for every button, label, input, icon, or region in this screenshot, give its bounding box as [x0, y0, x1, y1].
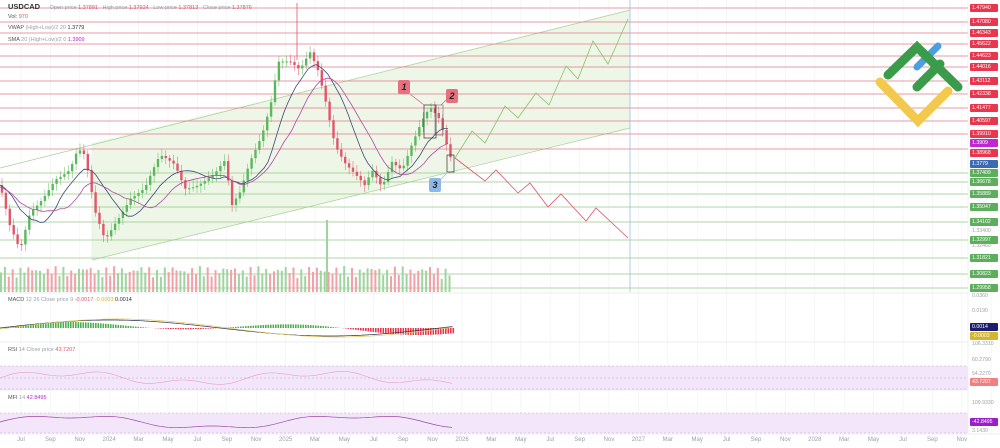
pattern-tag-2: 2 — [446, 89, 458, 103]
time-axis-label: Mar — [662, 437, 673, 443]
grid-price-label: 1.33400 — [972, 228, 991, 234]
time-axis-label: Jul — [722, 437, 731, 443]
time-axis-label: Mar — [839, 437, 850, 443]
resistance-level-tag: 1.44623 — [970, 52, 998, 60]
time-axis-label: Mar — [133, 437, 144, 443]
time-axis-label: Jul — [546, 437, 555, 443]
time-axis-label: Sep — [45, 437, 56, 443]
bearish-forecast-path — [454, 157, 629, 239]
pattern-box-2 — [434, 104, 444, 136]
support-level-tag: 1.30823 — [970, 270, 998, 278]
time-axis-label: May — [162, 437, 174, 443]
resistance-level-tag: 1.39910 — [970, 130, 998, 138]
time-axis-label: Jul — [17, 437, 25, 443]
time-axis-label: May — [867, 437, 880, 443]
support-level-tag: 1.36678 — [970, 178, 998, 186]
time-axis-label: Sep — [927, 437, 938, 443]
symbol-name: USDCAD — [8, 2, 41, 11]
time-axis-label: Nov — [780, 437, 791, 443]
pattern-tag-1: 1 — [398, 80, 410, 94]
macd-axis-label: 0.0360 — [972, 293, 988, 299]
support-level-tag: 1.35889 — [970, 190, 998, 198]
sma-price-tag: 1.3909 — [970, 139, 998, 147]
pattern-tag-3: 3 — [429, 178, 441, 192]
macd-axis-label: 0.0190 — [972, 308, 988, 314]
vwap-line — [0, 64, 448, 223]
support-level-tag: 1.29958 — [970, 284, 998, 292]
time-axis-label: 2024 — [102, 437, 116, 443]
pattern-box-3 — [446, 154, 455, 173]
resistance-level-tag: 1.43112 — [970, 77, 998, 85]
time-axis-label: May — [338, 437, 351, 443]
time-axis-label: May — [515, 437, 527, 443]
mfi-band — [0, 413, 968, 433]
support-level-tag: 1.31821 — [970, 254, 998, 262]
candlesticks — [0, 46, 452, 252]
macd-signal-tag: -0.0003 — [970, 332, 998, 340]
resistance-level-tag: 1.45622 — [970, 40, 998, 48]
mfi-value-tag: -42.8495 — [970, 418, 998, 426]
resistance-level-tag: 1.47080 — [970, 18, 998, 26]
resistance-level-tag: 1.40597 — [970, 117, 998, 125]
time-axis-label: 2026 — [455, 437, 469, 443]
time-axis-label: Jul — [193, 437, 202, 443]
macd-legend[interactable]: MACD 12 26 Close price 9 -0.0017 -0.0003… — [8, 297, 132, 303]
vwap-price-tag: 1.3779 — [970, 160, 998, 168]
time-axis-label: Sep — [574, 437, 585, 443]
time-axis-label: Nov — [74, 437, 86, 443]
support-level-tag: 1.37409 — [970, 169, 998, 177]
rsi-axis-label: 106.3310 — [972, 341, 994, 347]
mfi-legend[interactable]: MFI 14 42.8495 — [8, 395, 47, 401]
support-level-tag: 1.34102 — [970, 218, 998, 226]
ohlc-legend: USDCAD Open price 1.37891 High price 1.3… — [8, 2, 252, 12]
time-axis-label: Nov — [956, 437, 968, 443]
time-axis-label: 2028 — [808, 437, 822, 443]
resistance-level-tag: 1.42338 — [970, 90, 998, 98]
price-levels — [0, 7, 968, 289]
rsi-axis-label: 60.2790 — [972, 357, 991, 363]
broker-logo-icon — [875, 40, 963, 128]
time-axis-label: Sep — [750, 437, 762, 443]
sma-legend[interactable]: SMA 20 (High+Low)/2 0 1.3909 — [8, 37, 85, 43]
mfi-axis-label: 109.9330 — [972, 400, 994, 406]
vertical-grid — [20, 0, 992, 434]
time-axis-label: Sep — [397, 437, 409, 443]
rsi-value-tag: 43.7207 — [970, 378, 998, 386]
resistance-level-tag: 1.44016 — [970, 63, 998, 71]
rsi-legend[interactable]: RSI 14 Close price 43.7207 — [8, 347, 76, 353]
volume-bars — [0, 220, 451, 292]
resistance-level-tag: 1.46343 — [970, 29, 998, 37]
time-axis-label: Sep — [221, 437, 233, 443]
time-axis-label: Mar — [486, 437, 497, 443]
macd-histogram — [2, 322, 455, 335]
mfi-axis-label: 3.1430 — [972, 428, 988, 434]
resistance-level-tag: 1.47940 — [970, 4, 998, 12]
support-level-tag: 1.32997 — [970, 236, 998, 244]
time-axis-label: 2027 — [631, 437, 646, 443]
time-axis-label: Jul — [369, 437, 378, 443]
resistance-level-tag: 1.41477 — [970, 104, 998, 112]
support-level-tag: 1.35047 — [970, 203, 998, 211]
sma-line — [0, 77, 449, 212]
rsi-axis-label: 54.2270 — [972, 371, 991, 377]
time-axis-label: Nov — [250, 437, 262, 443]
vwap-legend[interactable]: VWAP (High+Low)/2 20 1.3779 — [8, 25, 85, 31]
time-axis-label: Nov — [603, 437, 615, 443]
time-axis-label: May — [691, 437, 703, 443]
time-axis-label: 2025 — [278, 437, 293, 443]
time-axis-label: Mar — [309, 437, 321, 443]
macd-value-tag: 0.0014 — [970, 323, 998, 331]
volume-legend: Vol: 970 — [8, 14, 28, 20]
ascending-channel — [92, 10, 630, 260]
level-price-tag: 1.38968 — [970, 149, 998, 157]
time-axis-label: Nov — [427, 437, 438, 443]
pattern-box-1 — [423, 104, 437, 139]
bullish-forecast-path — [454, 18, 629, 159]
time-axis-label: Jul — [899, 437, 907, 443]
grid-price-label: 1.32460 — [972, 243, 991, 249]
